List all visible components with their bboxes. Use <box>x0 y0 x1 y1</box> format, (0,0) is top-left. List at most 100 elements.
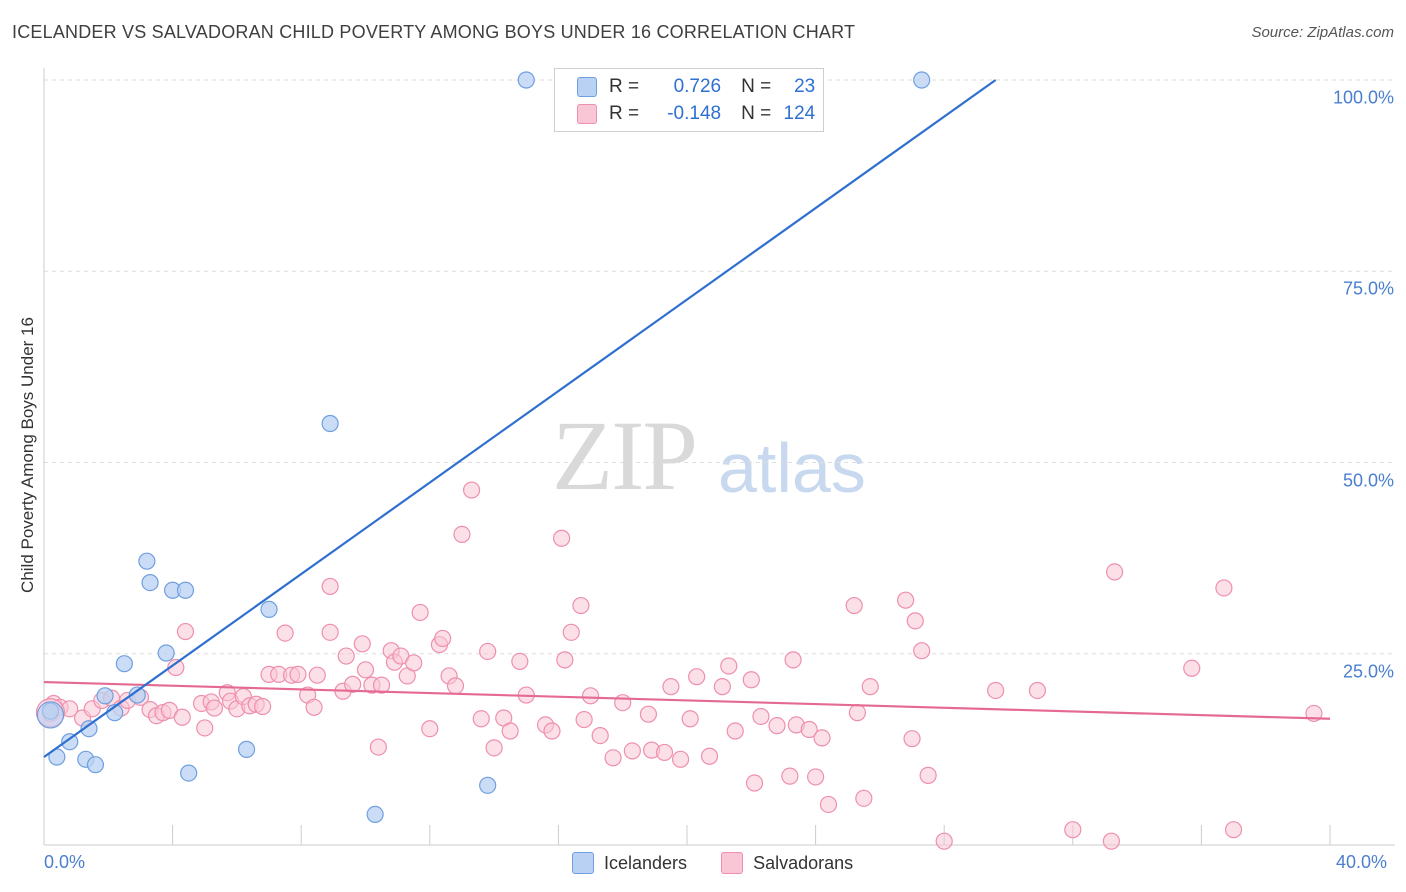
legend-row-salvadorans: R = -0.148 N = 124 <box>577 102 815 126</box>
legend-item-icelanders[interactable]: Icelanders <box>572 852 687 874</box>
icelander-point <box>479 776 497 794</box>
series-legend: Icelanders Salvadorans <box>572 852 887 874</box>
salvadoran-point <box>813 729 831 747</box>
salvadoran-point <box>553 529 571 547</box>
axes <box>43 68 1395 846</box>
salvadoran-point <box>752 707 770 726</box>
salvadoran-point <box>511 652 529 671</box>
salvadoran-point <box>720 657 738 675</box>
icelander-point <box>237 740 256 758</box>
salvadoran-point <box>289 665 307 684</box>
icelander-point <box>157 644 175 662</box>
y-axis-label: Child Poverty Among Boys Under 16 <box>18 317 37 593</box>
salvadoran-point <box>173 708 191 726</box>
salvadoran-point <box>713 678 731 696</box>
salvadoran-point <box>485 739 503 757</box>
salvadoran-point <box>501 722 519 740</box>
salvadoran-point <box>321 623 339 641</box>
salvadoran-point <box>344 675 362 693</box>
salvadoran-point <box>421 720 439 738</box>
salvadoran-point <box>572 596 590 615</box>
chart-title: ICELANDER VS SALVADORAN CHILD POVERTY AM… <box>12 22 856 42</box>
salvadoran-point <box>472 710 490 728</box>
salvadoran-point <box>276 624 294 642</box>
y-tick-label: 75.0% <box>1342 278 1394 299</box>
salvadoran-point <box>369 738 387 756</box>
salvadoran-point <box>768 717 786 735</box>
salvadoran-point <box>781 767 799 785</box>
salvadoran-point <box>453 525 471 544</box>
salvadoran-point <box>848 704 866 722</box>
legend-r-label: R = <box>609 103 640 124</box>
icelander-point <box>36 701 65 729</box>
legend-n-value: 23 <box>794 76 816 97</box>
x-tick-label-min: 0.0% <box>44 852 86 872</box>
salvadoran-point <box>784 651 802 669</box>
icelanders-points <box>36 71 931 824</box>
salvadoran-point <box>1105 563 1124 581</box>
icelander-point <box>96 687 114 705</box>
salvadoran-point <box>305 698 323 716</box>
salvadoran-point <box>800 720 818 739</box>
salvadoran-point <box>614 694 632 712</box>
salvadoran-point <box>745 774 764 792</box>
salvadoran-point <box>405 654 423 672</box>
salvadoran-point <box>167 658 185 677</box>
salvadoran-point <box>411 603 429 622</box>
grid-lines <box>44 79 1395 655</box>
icelander-point <box>321 414 339 433</box>
salvadoran-point <box>935 832 953 850</box>
legend-item-label: Icelanders <box>604 852 688 873</box>
icelander-point <box>80 720 98 738</box>
salvadoran-point <box>196 719 214 737</box>
salvadoran-point <box>205 699 223 717</box>
y-tick-label: 50.0% <box>1342 470 1394 490</box>
salvadoran-point <box>897 591 915 609</box>
salvadoran-point <box>1102 832 1120 850</box>
salvadorans-trend-line <box>43 680 1331 720</box>
salvadoran-point <box>337 647 355 665</box>
salvadoran-point <box>861 678 879 696</box>
salvadoran-point <box>903 730 921 748</box>
icelander-point <box>517 71 535 89</box>
source-label: Source: ZipAtlas.com <box>1251 24 1394 41</box>
icelanders-swatch <box>572 852 594 874</box>
salvadoran-point <box>479 642 497 661</box>
icelander-point <box>180 764 198 782</box>
legend-row-icelanders: R = 0.726 N = 23 <box>577 75 815 99</box>
y-tick-label: 100.0% <box>1332 87 1394 108</box>
salvadoran-point <box>556 651 574 669</box>
icelander-point <box>913 71 931 89</box>
watermark-atlas: atlas <box>718 429 866 507</box>
salvadoran-point <box>462 481 481 499</box>
salvadoran-point <box>700 747 719 765</box>
salvadoran-point <box>562 623 580 641</box>
salvadorans-swatch <box>577 104 597 124</box>
legend-n-label: N = <box>741 103 772 124</box>
salvadoran-point <box>681 710 699 728</box>
salvadoran-point <box>1064 821 1082 839</box>
legend-r-value: -0.148 <box>667 103 722 124</box>
salvadoran-point <box>819 795 838 814</box>
legend-n-value: 124 <box>783 103 816 124</box>
salvadoran-point <box>662 678 680 696</box>
salvadoran-point <box>581 687 600 705</box>
salvadoran-point <box>639 705 658 723</box>
icelander-point <box>61 733 79 751</box>
salvadoran-point <box>308 666 326 684</box>
salvadoran-point <box>591 727 609 745</box>
icelander-point <box>138 552 156 570</box>
salvadoran-point <box>623 742 641 760</box>
icelander-point <box>260 600 278 618</box>
salvadoran-point <box>726 722 744 740</box>
legend-item-salvadorans[interactable]: Salvadorans <box>721 852 853 874</box>
legend-item-label: Salvadorans <box>753 852 854 873</box>
salvadoran-point <box>575 710 593 729</box>
icelander-point <box>141 574 159 592</box>
icelanders-swatch <box>577 77 597 97</box>
salvadorans-points <box>35 481 1323 850</box>
y-tick-label: 25.0% <box>1342 661 1394 682</box>
salvadoran-point <box>1215 579 1233 597</box>
salvadoran-point <box>321 577 339 596</box>
salvadoran-point <box>254 697 272 716</box>
